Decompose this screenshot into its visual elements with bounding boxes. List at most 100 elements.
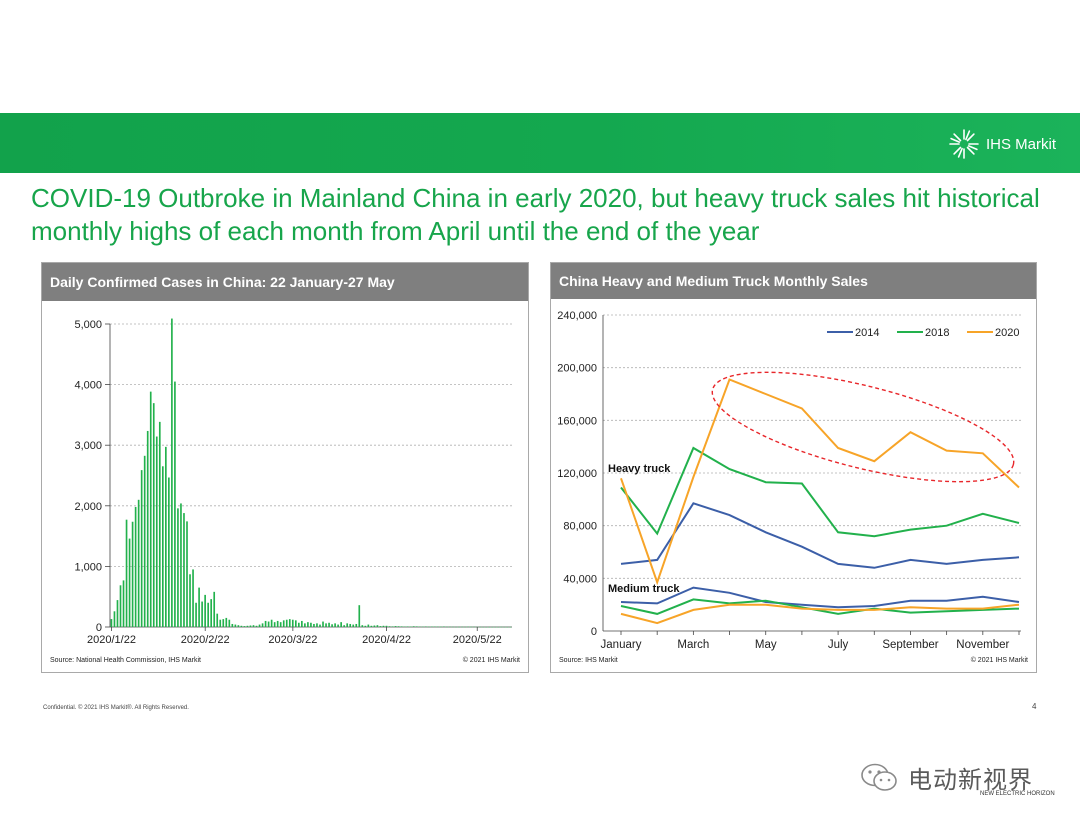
truck-chart-copyright: © 2021 IHS Markit [970,657,1028,664]
series-line-medium-2020 [620,603,1020,625]
x-tick-label: 2020/3/22 [268,634,317,646]
y-tick-label: 2,000 [74,501,102,513]
bar [134,506,137,627]
bar [488,626,491,628]
bar [264,620,267,627]
bar [113,611,116,627]
bar [116,600,119,627]
y-tick-label: 200,000 [557,363,597,375]
confidential-footer: Confidential. © 2021 IHS Markit®. All Ri… [43,705,189,711]
bar [291,619,294,627]
bar [168,477,170,627]
bar [373,625,376,627]
bar [367,624,370,627]
bar [376,625,379,627]
bar [440,626,442,628]
bar [131,521,134,627]
bar [485,626,488,628]
bar [180,503,182,627]
y-tick-label: 0 [96,622,102,634]
bar [385,625,388,627]
bar [346,623,349,627]
bar [443,626,445,627]
bar [509,626,512,628]
series-line-medium-2014 [620,586,1020,609]
bar [337,624,339,627]
bar [328,622,330,627]
bar [155,436,158,627]
bar [234,624,237,627]
bar [149,391,152,627]
bar [424,626,427,627]
bar [388,626,391,627]
bar [406,626,409,627]
cases-chart-copyright: © 2021 IHS Markit [462,657,520,664]
y-tick-label: 160,000 [557,415,597,427]
legend-label: 2018 [925,327,949,339]
x-tick-label: 2020/1/22 [87,634,136,646]
legend-label: 2014 [855,327,879,339]
bar [397,626,400,627]
series-line-medium-2018 [620,598,1020,615]
x-tick-label: May [755,639,777,651]
y-tick-label: 4,000 [74,380,102,392]
bar [361,625,364,627]
bar [364,625,367,627]
heavy-truck-label: Heavy truck [608,463,671,475]
y-tick-label: 1,000 [74,561,102,573]
bar [464,626,466,628]
x-tick-label: January [601,639,642,651]
bar [427,626,430,628]
bar [143,455,146,627]
bar [358,605,361,627]
page-title: COVID-19 Outbroke in Mainland China in e… [31,183,1040,246]
truck-chart-panel: China Heavy and Medium Truck Monthly Sal… [550,262,1037,673]
bar [479,626,482,628]
bar [421,626,424,628]
bar [349,623,352,627]
bar [506,626,509,628]
bar [189,574,191,627]
bar [322,621,324,627]
watermark-subtext: NEW ELECTRIC HORIZON [980,791,1055,797]
x-tick-label: November [956,639,1009,651]
brand-name: IHS Markit [985,135,1056,153]
watermark: 电动新视界 NEW ELECTRIC HORIZON [860,760,1055,797]
bar [325,623,327,627]
bar [340,622,342,627]
x-tick-label: 2020/5/22 [453,634,502,646]
bar [270,619,273,627]
bar [240,625,243,627]
bar [192,569,194,627]
cases-chart-title: Daily Confirmed Cases in China: 22 Janua… [42,263,528,301]
bar [294,620,297,627]
bar [125,519,128,627]
cases-bar-chart: 0 1,000 2,000 3,000 4,000 5,000 2020/1/22 2020/… [74,318,512,646]
bar [352,624,355,627]
bar [355,623,358,627]
y-tick-label: 40,000 [563,573,597,585]
bar [183,513,185,627]
bar [391,626,394,627]
watermark-text: 电动新视界 [908,766,1033,794]
bar [165,446,167,627]
bar [198,587,200,627]
brand-logo: IHS Markit [948,128,1056,160]
bar [285,619,288,627]
bar [186,521,188,627]
cases-chart-source: Source: National Health Commission, IHS … [50,657,201,664]
bar [219,619,222,627]
bar [225,617,228,627]
bar [473,626,475,628]
x-tick-label: 2020/2/22 [181,634,230,646]
bar [394,626,397,627]
bar [122,580,125,627]
bar [288,619,291,627]
bar [301,620,303,627]
bar [497,626,500,628]
bar [146,430,149,627]
bar [467,626,469,628]
bar [430,626,433,628]
bar [201,601,203,627]
bar [243,626,246,627]
